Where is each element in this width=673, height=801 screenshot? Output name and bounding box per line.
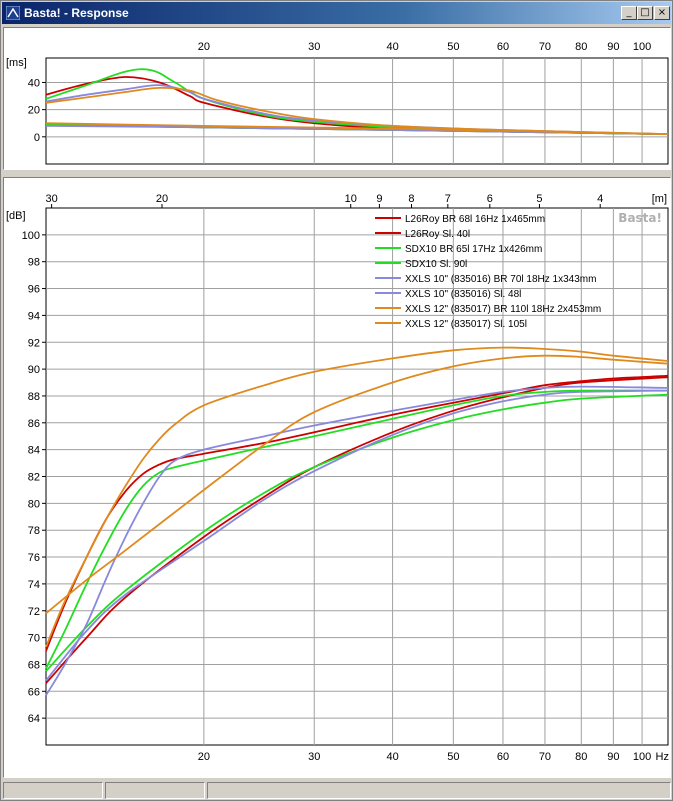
y-tick-label: 88 xyxy=(28,391,40,403)
x-axis-unit-label: Hz xyxy=(656,751,669,763)
series-line-5 xyxy=(45,389,669,682)
x-tick-label: 60 xyxy=(497,751,509,763)
series-line-6 xyxy=(45,86,669,135)
series-line-2 xyxy=(45,389,669,669)
y-tick-label: 76 xyxy=(28,552,40,564)
x-tick-label: 40 xyxy=(386,41,398,53)
maximize-button[interactable]: □ xyxy=(637,6,653,20)
close-button[interactable]: × xyxy=(654,6,670,20)
plot-frame xyxy=(45,57,669,165)
y-tick-label: 72 xyxy=(28,606,40,618)
x-tick-label: 90 xyxy=(607,751,619,763)
x-tick-label: 90 xyxy=(607,41,619,53)
y-tick-label: 20 xyxy=(28,105,40,117)
wavelength-tick-label: 8 xyxy=(408,193,414,205)
y-tick-label: 74 xyxy=(28,579,40,591)
series-line-3 xyxy=(45,393,669,672)
window-title: Basta! - Response xyxy=(24,6,129,20)
legend-entry: XXLS 12" (835017) Sl. 105l xyxy=(405,319,527,330)
y-tick-label: 0 xyxy=(34,132,40,144)
legend-entry: XXLS 10" (835016) BR 70l 18Hz 1x343mm xyxy=(405,274,596,285)
status-pane-3 xyxy=(207,782,671,799)
y-tick-label: 86 xyxy=(28,418,40,430)
series-line-7 xyxy=(45,354,669,615)
series-line-6 xyxy=(45,346,669,648)
legend-entry: L26Roy BR 68l 16Hz 1x465mm xyxy=(405,214,545,225)
y-tick-label: 78 xyxy=(28,525,40,537)
title-bar[interactable]: Basta! - Response _ □ × xyxy=(2,2,671,24)
y-tick-label: 92 xyxy=(28,337,40,349)
wavelength-tick-label: 7 xyxy=(445,193,451,205)
x-tick-label: 50 xyxy=(447,751,459,763)
y-tick-label: 70 xyxy=(28,633,40,645)
app-icon xyxy=(6,6,20,20)
y-tick-label: 66 xyxy=(28,686,40,698)
y-tick-label: 82 xyxy=(28,472,40,484)
y-axis-unit-label: [ms] xyxy=(6,57,27,69)
frequency-response-panel: 20 30 40 50 60 70 80 90 100 Hz 30 20 10 9 8 7 6 5 4 [m] 64 66… xyxy=(3,177,671,778)
status-pane-2 xyxy=(105,782,205,799)
legend-entry: XXLS 10" (835016) Sl. 48l xyxy=(405,289,521,300)
wavelength-tick-label: 6 xyxy=(487,193,493,205)
x-tick-label: 30 xyxy=(308,41,320,53)
series-line-4 xyxy=(45,385,669,696)
x-tick-label: 80 xyxy=(575,41,587,53)
y-tick-label: 96 xyxy=(28,284,40,296)
y-tick-label: 100 xyxy=(22,230,40,242)
wavelength-tick-label: 5 xyxy=(536,193,542,205)
x-tick-label: 30 xyxy=(308,751,320,763)
x-tick-label: 100 xyxy=(633,751,651,763)
wavelength-tick-label: 30 xyxy=(45,193,57,205)
y-tick-label: 98 xyxy=(28,257,40,269)
x-tick-label: 70 xyxy=(539,751,551,763)
status-pane-1 xyxy=(3,782,103,799)
x-tick-label: 40 xyxy=(386,751,398,763)
legend-entry: L26Roy Sl. 40l xyxy=(405,229,470,240)
y-tick-label: 94 xyxy=(28,310,40,322)
wavelength-tick-label: 4 xyxy=(597,193,603,205)
x-tick-label: 20 xyxy=(198,751,210,763)
x-tick-label: 70 xyxy=(539,41,551,53)
y-axis-unit-label: [dB] xyxy=(6,210,26,222)
y-tick-label: 84 xyxy=(28,445,40,457)
wavelength-tick-label: 9 xyxy=(376,193,382,205)
legend-entry: SDX10 BR 65l 17Hz 1x426mm xyxy=(405,244,542,255)
minimize-button[interactable]: _ xyxy=(621,6,637,20)
group-delay-panel: 20 30 40 50 60 70 80 90 100 0 20 40 [ms] xyxy=(3,27,671,170)
x-tick-label: 60 xyxy=(497,41,509,53)
legend-entry: XXLS 12" (835017) BR 110l 18Hz 2x453mm xyxy=(405,304,601,315)
legend-entry: SDX10 Sl. 90l xyxy=(405,259,467,270)
y-tick-label: 64 xyxy=(28,713,40,725)
x-tick-label: 50 xyxy=(447,41,459,53)
wavelength-tick-label: 20 xyxy=(156,193,168,205)
y-tick-label: 40 xyxy=(28,77,40,89)
wavelength-tick-label: 10 xyxy=(345,193,357,205)
y-tick-label: 90 xyxy=(28,364,40,376)
series-line-7 xyxy=(45,122,669,135)
y-tick-label: 68 xyxy=(28,659,40,671)
x-tick-label: 20 xyxy=(198,41,210,53)
wavelength-unit-label: [m] xyxy=(652,193,667,205)
x-tick-label: 100 xyxy=(633,41,651,53)
x-tick-label: 80 xyxy=(575,751,587,763)
y-tick-label: 80 xyxy=(28,498,40,510)
watermark-logo: Basta! xyxy=(618,211,662,225)
